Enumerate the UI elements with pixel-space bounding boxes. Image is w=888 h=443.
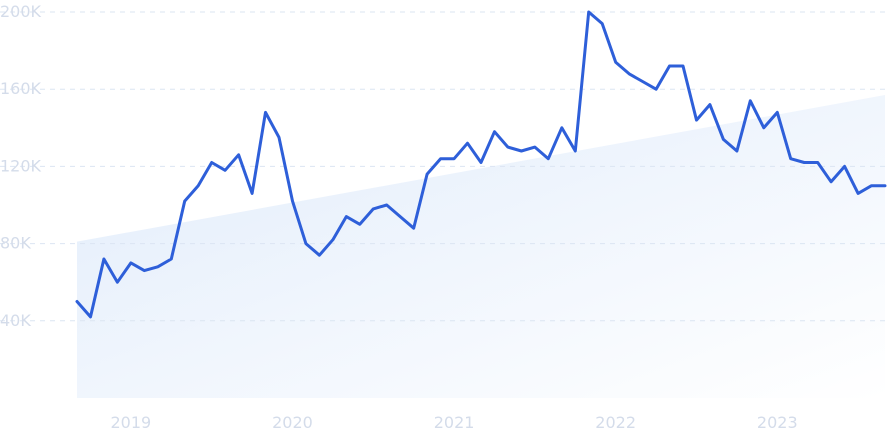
trend-area-layer — [77, 94, 885, 399]
y-tick-label: 80K — [0, 234, 31, 253]
y-tick-label: 160K — [0, 79, 42, 98]
x-tick-label: 2023 — [757, 413, 798, 432]
x-tick-label: 2020 — [272, 413, 313, 432]
x-tick-label: 2021 — [434, 413, 475, 432]
y-tick-label: 200K — [0, 2, 42, 21]
grid-layer — [0, 11, 888, 322]
trend-area — [77, 94, 885, 399]
line-layer — [75, 10, 887, 319]
x-tick-label: 2022 — [595, 413, 636, 432]
y-tick-label: 120K — [0, 156, 42, 175]
series-line-0 — [75, 10, 887, 319]
x-axis: 2019 2020 2021 2022 2023 — [111, 413, 798, 432]
y-tick-label: 40K — [0, 311, 31, 330]
y-axis: 40K 80K 120K 160K 200K — [0, 2, 42, 330]
x-tick-label: 2019 — [111, 413, 152, 432]
